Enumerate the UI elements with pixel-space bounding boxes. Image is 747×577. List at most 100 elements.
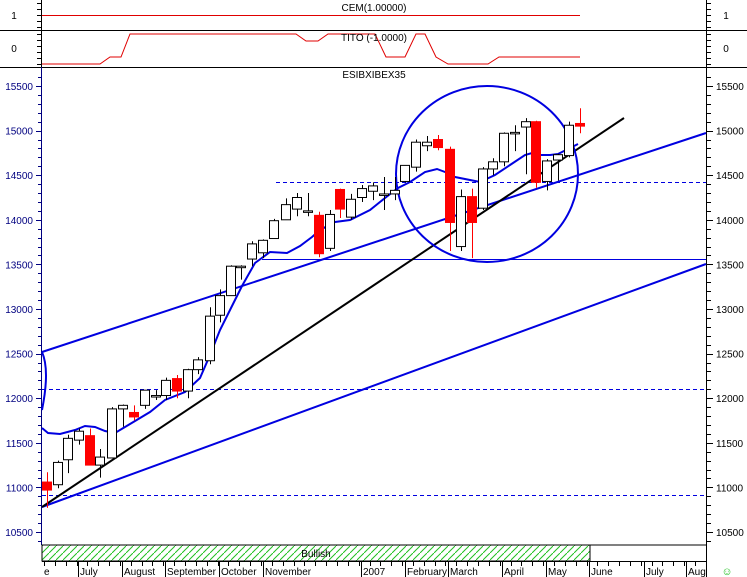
- candle: [542, 159, 552, 191]
- candle: [281, 198, 291, 221]
- candle: [172, 375, 182, 399]
- y-tick-label: 11000: [716, 483, 744, 494]
- candle: [74, 428, 84, 445]
- tito-right-tick: 0: [723, 44, 729, 55]
- y-tick-label: 10500: [716, 528, 744, 539]
- candle: [521, 118, 531, 175]
- candle: [258, 239, 268, 259]
- candle: [151, 390, 161, 400]
- candle: [346, 193, 356, 220]
- tito-title: TITO (-1.0000): [341, 33, 407, 44]
- candlesticks: [42, 108, 585, 508]
- x-tick-label: November: [265, 567, 312, 577]
- y-axis-left: 10500 11000 11500 12000 12500 13000 13500 14000…: [5, 3, 41, 542]
- candle: [42, 472, 52, 508]
- y-tick-label: 13000: [716, 305, 744, 316]
- candle: [510, 125, 520, 152]
- candle: [314, 211, 324, 258]
- y-tick-label: 11500: [716, 439, 744, 450]
- tito-left-tick: 0: [11, 44, 17, 55]
- x-tick-label: August: [124, 567, 155, 577]
- candle: [193, 357, 203, 375]
- smiley-icon: ☺: [721, 566, 732, 577]
- candle: [118, 404, 128, 427]
- candle: [236, 265, 246, 280]
- trendlines: [41, 117, 707, 508]
- candle: [95, 449, 105, 478]
- candle: [85, 428, 95, 466]
- y-tick-label: 14500: [716, 171, 744, 182]
- candle: [390, 176, 400, 201]
- horizontal-levels: [42, 182, 706, 496]
- candle: [422, 135, 432, 152]
- circle-annotation: [395, 85, 579, 263]
- x-tick-label: Aug: [688, 567, 706, 577]
- candle: [553, 153, 563, 181]
- cem-panel: CEM(1.00000) 1 1: [11, 3, 729, 22]
- candle: [161, 377, 171, 400]
- y-tick-label: 14000: [5, 216, 33, 227]
- y-tick-label: 11000: [6, 483, 34, 494]
- y-tick-label: 15500: [716, 82, 744, 93]
- candle: [269, 218, 279, 240]
- y-tick-label: 10500: [5, 528, 33, 539]
- x-axis: e July August September October November 2007 F…: [44, 562, 707, 577]
- y-tick-label: 13500: [5, 260, 33, 271]
- x-tick-label: October: [221, 567, 257, 577]
- y-tick-label: 14000: [716, 216, 744, 227]
- y-tick-label: 14500: [5, 171, 33, 182]
- candle: [129, 405, 139, 421]
- candle: [183, 368, 193, 399]
- x-tick-label: July: [80, 567, 98, 577]
- candle: [499, 132, 509, 167]
- y-tick-label: 15000: [5, 127, 33, 138]
- candle: [53, 460, 63, 489]
- candle: [478, 167, 488, 210]
- candle: [400, 164, 410, 183]
- x-tick-label: April: [504, 567, 524, 577]
- x-tick-label: 2007: [363, 567, 386, 577]
- cem-right-tick: 1: [723, 11, 729, 22]
- left-bracket-curve: [41, 351, 47, 411]
- candle: [357, 185, 367, 202]
- x-tick-label: July: [646, 567, 664, 577]
- y-tick-label: 13000: [5, 305, 33, 316]
- candle: [247, 241, 257, 267]
- candle: [63, 434, 73, 474]
- y-tick-label: 12000: [716, 394, 744, 405]
- candle: [411, 139, 421, 172]
- x-tick-label: e: [44, 567, 50, 577]
- y-tick-label: 11500: [6, 439, 34, 450]
- candle: [488, 158, 498, 176]
- x-tick-label: June: [591, 567, 613, 577]
- candle: [368, 182, 378, 201]
- candle: [564, 121, 574, 158]
- y-tick-label: 13500: [716, 260, 744, 271]
- candle: [226, 265, 236, 297]
- main-panel-title: ESIBXIBEX35: [342, 70, 406, 81]
- x-tick-label: February: [407, 567, 447, 577]
- y-tick-label: 12500: [716, 350, 744, 361]
- y-tick-label: 15000: [716, 127, 744, 138]
- y-tick-label: 12000: [5, 394, 33, 405]
- candle: [575, 108, 585, 134]
- candle: [467, 188, 477, 259]
- y-tick-label: 12500: [5, 350, 33, 361]
- x-tick-label: May: [548, 567, 567, 577]
- moving-average-line: [41, 143, 579, 436]
- candle: [325, 209, 335, 252]
- status-label: Bullish: [301, 549, 330, 560]
- candle: [433, 135, 443, 151]
- candle: [107, 407, 117, 459]
- y-tick-label: 15500: [5, 82, 33, 93]
- candle: [379, 176, 389, 210]
- candle: [531, 120, 541, 188]
- candle: [205, 307, 215, 365]
- candle: [215, 289, 225, 323]
- status-bar: Bullish: [41, 544, 706, 562]
- candle: [303, 193, 313, 217]
- tito-panel: TITO (-1.0000) 0 0: [11, 33, 729, 65]
- candle: [456, 189, 466, 252]
